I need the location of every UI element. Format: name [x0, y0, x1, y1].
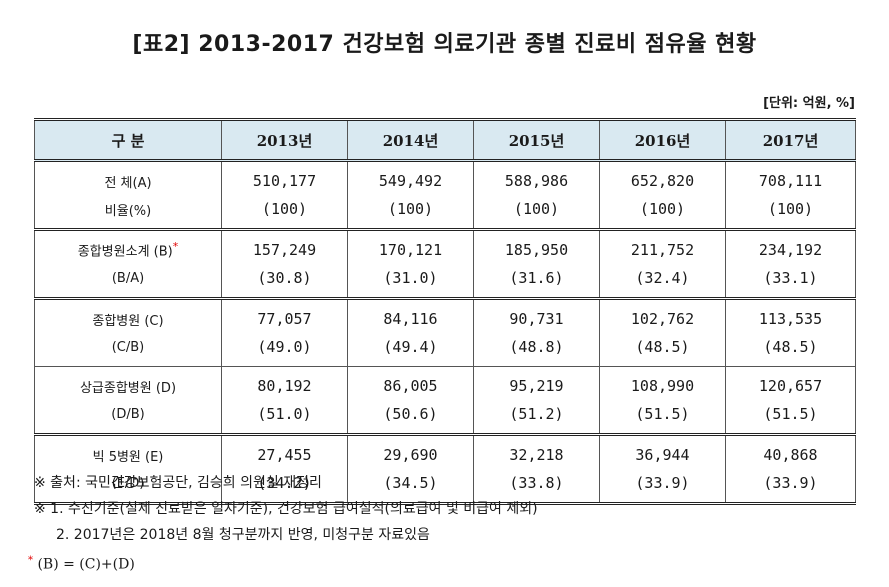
table-cell: (51.0): [221, 400, 348, 436]
table-cell: (100): [725, 195, 856, 231]
table-row: 상급종합병원 (D) 80,192 86,005 95,219 108,990 …: [34, 366, 856, 400]
footnote-star: *: [28, 555, 33, 566]
header-row: 구 분 2013년 2014년 2015년 2016년 2017년: [34, 118, 856, 162]
table-cell: (49.4): [347, 333, 474, 367]
table-cell: (48.5): [725, 333, 856, 367]
table-cell: (33.9): [725, 469, 856, 505]
table-row: (C/B) (49.0) (49.4) (48.8) (48.5) (48.5): [34, 333, 856, 367]
table-cell: 108,990: [599, 366, 726, 400]
table-row: 비율(%) (100) (100) (100) (100) (100): [34, 195, 856, 231]
table-cell: 708,111: [725, 160, 856, 195]
table-row: 종합병원 (C) 77,057 84,116 90,731 102,762 11…: [34, 298, 856, 333]
table-cell: (31.6): [473, 264, 600, 300]
source-note: ※ 출처: 국민건강보험공단, 김승희 의원실 재정리: [34, 475, 322, 491]
table-cell: (48.5): [599, 333, 726, 367]
table-cell: 86,005: [347, 366, 474, 400]
table-cell: 652,820: [599, 160, 726, 195]
table-cell: 113,535: [725, 298, 856, 333]
table-cell: (51.5): [725, 400, 856, 436]
unit-label: [단위: 억원, %]: [763, 96, 855, 111]
table-cell: 32,218: [473, 434, 600, 469]
table-cell: 234,192: [725, 229, 856, 264]
table-cell: 510,177: [221, 160, 348, 195]
table-cell: (50.6): [347, 400, 474, 436]
header-2013: 2013년: [221, 118, 348, 162]
table-cell: (31.0): [347, 264, 474, 300]
table-cell: (49.0): [221, 333, 348, 367]
table-cell: (51.5): [599, 400, 726, 436]
table-cell: 211,752: [599, 229, 726, 264]
table-row: (D/B) (51.0) (50.6) (51.2) (51.5) (51.5): [34, 400, 856, 436]
table-cell: (100): [599, 195, 726, 231]
table-row: (E/D) (34.2) (34.5) (33.8) (33.9) (33.9): [34, 469, 856, 505]
table-row: 빅 5병원 (E) 27,455 29,690 32,218 36,944 40…: [34, 434, 856, 469]
table-cell: 29,690: [347, 434, 474, 469]
row-sublabel: 비율(%): [34, 195, 222, 231]
table-cell: 170,121: [347, 229, 474, 264]
table-cell: (33.8): [473, 469, 600, 505]
notes: ※ 출처: 국민건강보험공단, 김승희 의원실 재정리 ※ 1. 수진기준(실제…: [34, 470, 538, 548]
row-label: 종합병원 (C): [34, 298, 222, 333]
table-cell: (34.5): [347, 469, 474, 505]
header-2015: 2015년: [473, 118, 600, 162]
table-cell: (100): [473, 195, 600, 231]
table-cell: 90,731: [473, 298, 600, 333]
row-sublabel: (E/D): [34, 469, 222, 505]
row-sublabel: (B/A): [34, 264, 222, 300]
table-cell: 549,492: [347, 160, 474, 195]
table-cell: 40,868: [725, 434, 856, 469]
table-cell: 102,762: [599, 298, 726, 333]
table-cell: 120,657: [725, 366, 856, 400]
table-cell: (33.9): [599, 469, 726, 505]
table-row: 전 체(A) 510,177 549,492 588,986 652,820 7…: [34, 160, 856, 195]
table-row: 종합병원소계 (B)* 157,249 170,121 185,950 211,…: [34, 229, 856, 264]
table-row: (B/A) (30.8) (31.0) (31.6) (32.4) (33.1): [34, 264, 856, 300]
table-cell: 77,057: [221, 298, 348, 333]
table-cell: (30.8): [221, 264, 348, 300]
table-cell: 36,944: [599, 434, 726, 469]
row-sublabel: (C/B): [34, 333, 222, 367]
table-cell: 27,455: [221, 434, 348, 469]
table-cell: 185,950: [473, 229, 600, 264]
table-cell: (34.2): [221, 469, 348, 505]
row-sublabel: (D/B): [34, 400, 222, 436]
header-category: 구 분: [34, 118, 222, 162]
table-cell: (100): [221, 195, 348, 231]
table-cell: (100): [347, 195, 474, 231]
table-cell: (51.2): [473, 400, 600, 436]
table-cell: (33.1): [725, 264, 856, 300]
share-table: 구 분 2013년 2014년 2015년 2016년 2017년 전 체(A)…: [34, 118, 856, 505]
table-cell: 80,192: [221, 366, 348, 400]
footnote: * (B) = (C)+(D): [28, 555, 135, 573]
row-label: 빅 5병원 (E): [34, 434, 222, 469]
table-cell: (48.8): [473, 333, 600, 367]
table-cell: 588,986: [473, 160, 600, 195]
row-label: 종합병원소계 (B)*: [34, 229, 222, 264]
table-cell: 157,249: [221, 229, 348, 264]
table-cell: 95,219: [473, 366, 600, 400]
page-title: [표2] 2013-2017 건강보험 의료기관 종별 진료비 점유율 현황: [132, 32, 757, 57]
footnote-text: (B) = (C)+(D): [37, 556, 135, 573]
table-cell: 84,116: [347, 298, 474, 333]
note-2: 2. 2017년은 2018년 8월 청구분까지 반영, 미청구분 자료있음: [56, 527, 430, 543]
footnote-marker: *: [172, 240, 179, 254]
row-label: 전 체(A): [34, 160, 222, 195]
header-2017: 2017년: [725, 118, 856, 162]
note-1: ※ 1. 수진기준(실제 진료받은 일자기준), 건강보험 급여실적(의료급여 …: [34, 501, 538, 517]
header-2014: 2014년: [347, 118, 474, 162]
header-2016: 2016년: [599, 118, 726, 162]
row-label: 상급종합병원 (D): [34, 366, 222, 400]
table-cell: (32.4): [599, 264, 726, 300]
